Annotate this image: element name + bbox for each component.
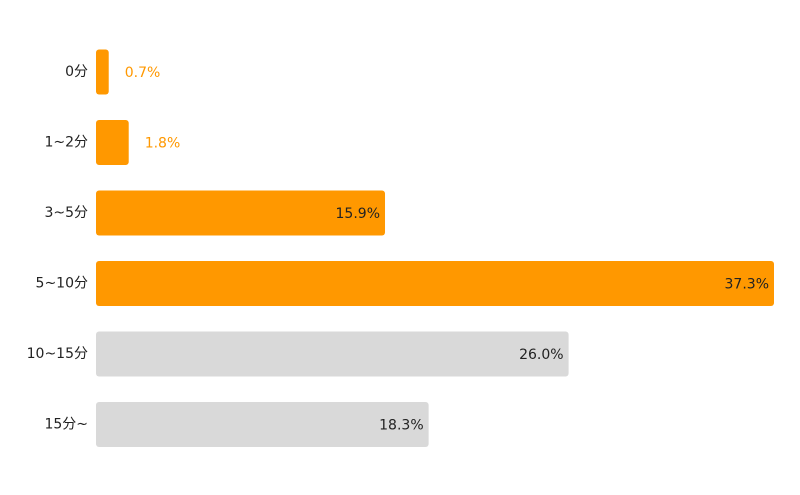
bar-row: 1~2分 1.8% — [44, 120, 180, 165]
bar — [96, 120, 129, 165]
value-label: 37.3% — [725, 277, 769, 293]
category-label: 1~2分 — [44, 135, 88, 151]
bar-row: 10~15分 26.0% — [27, 331, 569, 377]
value-label: 1.8% — [145, 136, 181, 152]
value-label: 26.0% — [519, 347, 563, 363]
bar — [96, 331, 569, 377]
bar — [96, 261, 774, 306]
category-label: 0分 — [65, 64, 88, 80]
bar-row: 0分 0.7% — [65, 49, 161, 95]
bar — [96, 49, 109, 95]
category-label: 15分~ — [44, 417, 88, 433]
bar — [96, 402, 429, 447]
bar-row: 5~10分 37.3% — [36, 261, 774, 306]
bar-row: 15分~ 18.3% — [44, 402, 429, 447]
bar — [96, 190, 386, 236]
category-label: 5~10分 — [36, 276, 88, 292]
bar-row: 3~5分 15.9% — [44, 190, 386, 236]
value-label: 18.3% — [379, 418, 423, 434]
category-label: 3~5分 — [44, 205, 88, 221]
category-label: 10~15分 — [27, 346, 88, 362]
value-label: 15.9% — [336, 206, 380, 222]
value-label: 0.7% — [125, 65, 161, 81]
